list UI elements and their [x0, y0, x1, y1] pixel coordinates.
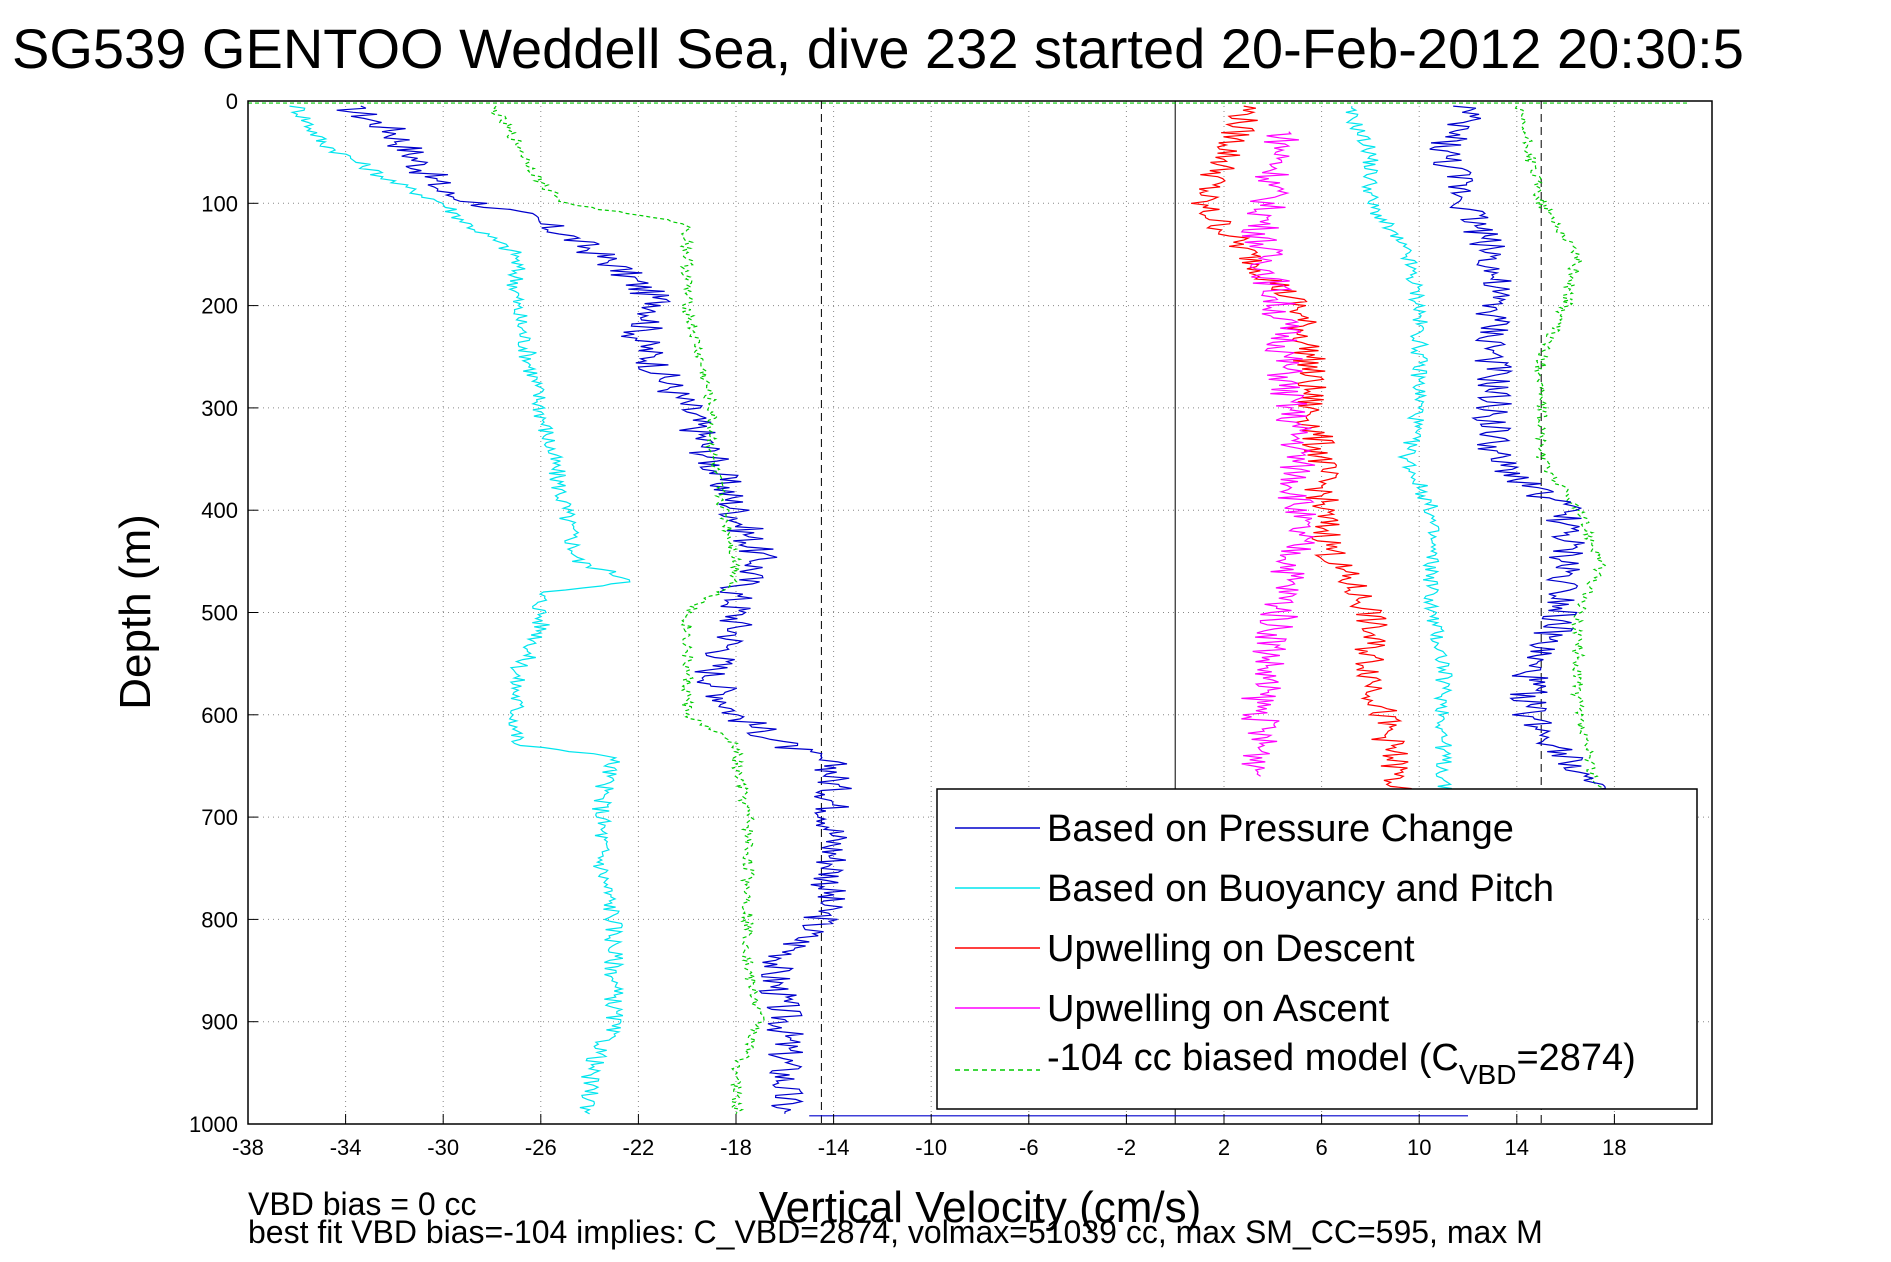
x-tick-label: 14: [1505, 1135, 1529, 1160]
x-tick-label: -18: [720, 1135, 752, 1160]
series-line-4: [1240, 131, 1317, 777]
legend-label-model: -104 cc biased model (CVBD=2874): [1047, 1037, 1636, 1090]
data-series: [248, 102, 1688, 1117]
x-tick-label: -14: [818, 1135, 850, 1160]
y-tick-label: 700: [201, 805, 238, 830]
series-line-pressure-right: [1429, 105, 1607, 798]
y-tick-label: 400: [201, 498, 238, 523]
x-axis-ticks: -38 -34 -30 -26 -22 -18 -14 -10 -6 -2 2 6 10 14 18: [232, 1114, 1627, 1160]
y-tick-label: 1000: [189, 1112, 238, 1137]
series-line-3: [1191, 105, 1413, 798]
y-tick-label: 500: [201, 601, 238, 626]
x-tick-label: 10: [1407, 1135, 1431, 1160]
x-axis-label: Vertical Velocity (cm/s): [759, 1183, 1202, 1232]
series-line-buoyancy-right: [1345, 106, 1453, 798]
footer-vbd-bias: VBD bias = 0 cc: [248, 1186, 477, 1222]
legend: Based on Pressure Change Based on Buoyanc…: [936, 788, 1698, 1110]
x-tick-label: -38: [232, 1135, 264, 1160]
legend-label-1: Based on Pressure Change: [1047, 808, 1514, 850]
x-tick-label: -6: [1019, 1135, 1039, 1160]
x-tick-label: 6: [1315, 1135, 1327, 1160]
series-line-2: [289, 105, 631, 1115]
x-tick-label: -10: [915, 1135, 947, 1160]
y-axis-label: Depth (m): [111, 514, 160, 710]
x-tick-label: -34: [330, 1135, 362, 1160]
series-line-1: [336, 105, 852, 1114]
chart-title: SG539 GENTOO Weddell Sea, dive 232 start…: [12, 17, 1744, 80]
legend-label-2: Based on Buoyancy and Pitch: [1047, 868, 1554, 910]
x-tick-label: -22: [623, 1135, 655, 1160]
y-tick-label: 100: [201, 191, 238, 216]
x-tick-label: 2: [1218, 1135, 1230, 1160]
y-axis-ticks: 0 100 200 300 400 500 600 700 800 900 1000: [189, 89, 258, 1137]
series-line-model-right: [1514, 105, 1607, 798]
y-tick-label: 800: [201, 907, 238, 932]
legend-label-4: Upwelling on Ascent: [1047, 988, 1390, 1030]
series-line-5: [489, 105, 765, 1115]
y-tick-label: 200: [201, 294, 238, 319]
x-tick-label: -26: [525, 1135, 557, 1160]
y-tick-label: 300: [201, 396, 238, 421]
x-tick-label: 18: [1602, 1135, 1626, 1160]
y-tick-label: 600: [201, 703, 238, 728]
y-tick-label: 900: [201, 1010, 238, 1035]
legend-label-3: Upwelling on Descent: [1047, 928, 1415, 970]
footer-best-fit: best fit VBD bias=-104 implies: C_VBD=28…: [248, 1214, 1543, 1250]
x-tick-label: -2: [1117, 1135, 1137, 1160]
x-tick-label: -30: [427, 1135, 459, 1160]
legend-box: [936, 788, 1698, 1110]
y-tick-label: 0: [226, 89, 238, 114]
